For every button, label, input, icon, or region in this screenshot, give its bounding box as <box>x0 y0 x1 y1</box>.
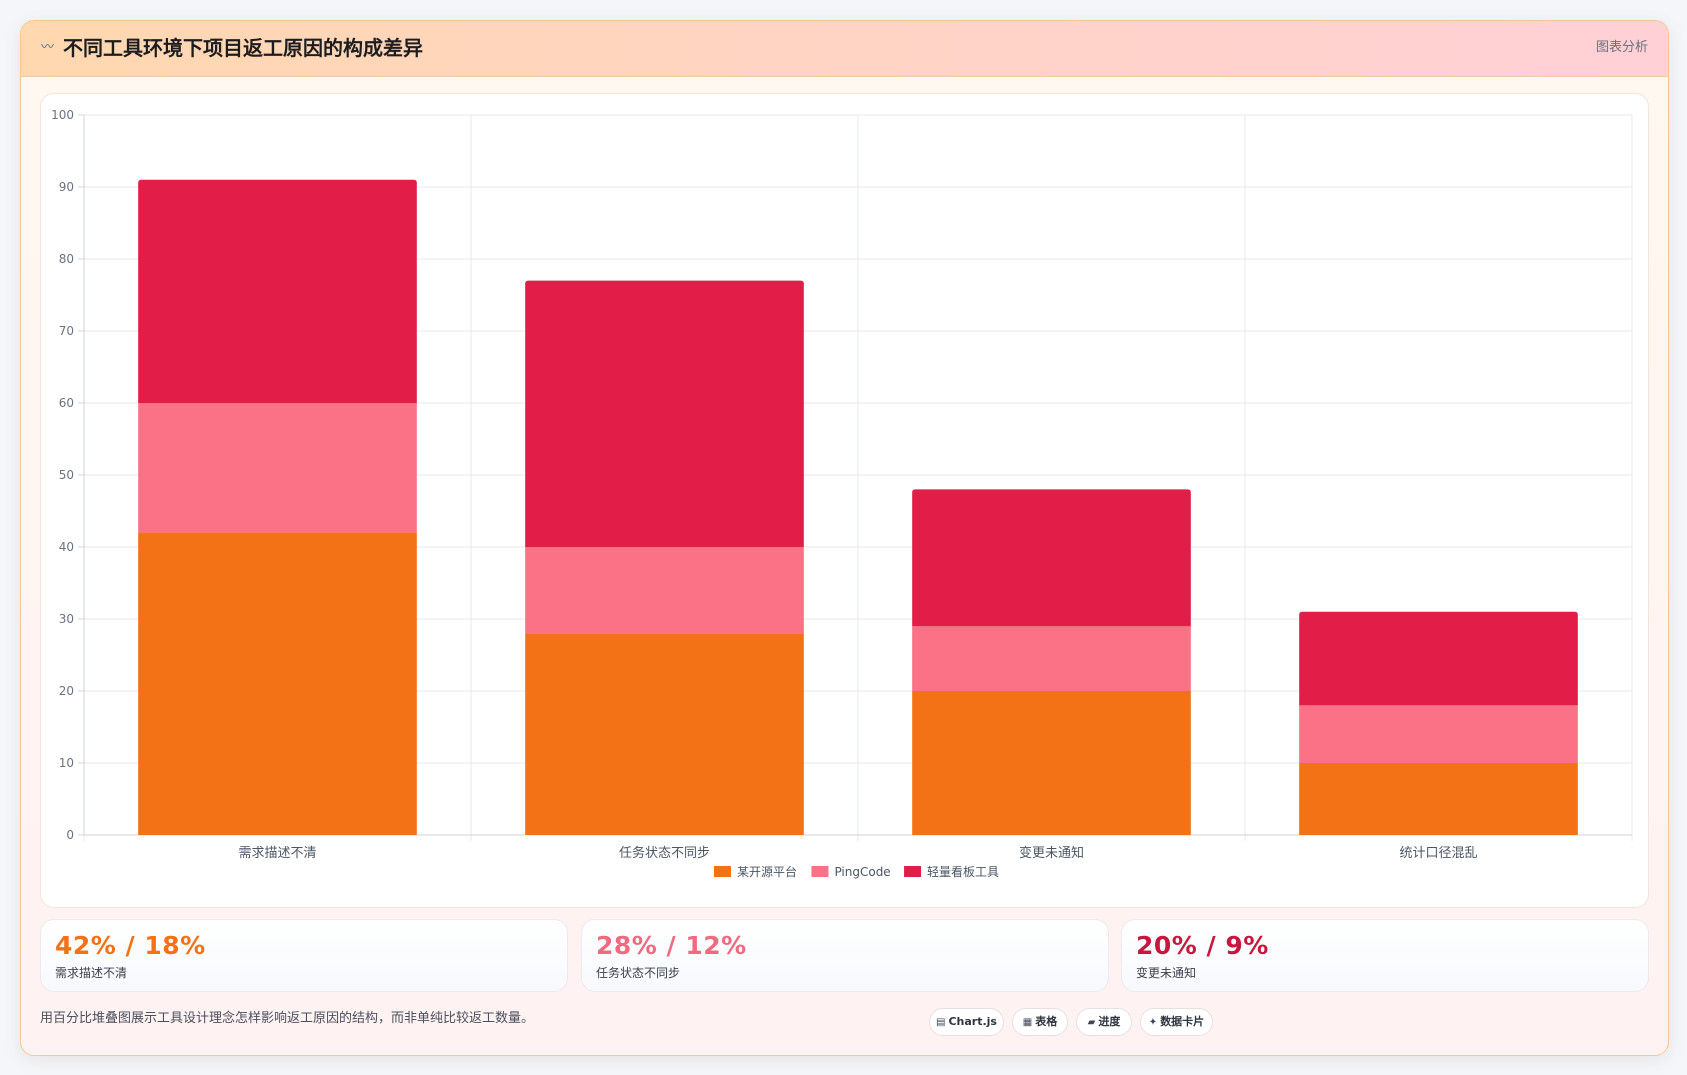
pill-label: 进度 <box>1098 1015 1121 1028</box>
pill-table[interactable]: ▦ 表格 <box>1012 1008 1068 1036</box>
y-tick-label: 100 <box>51 108 74 122</box>
x-tick-label: 统计口径混乱 <box>1399 846 1477 861</box>
y-tick-label: 80 <box>59 252 74 266</box>
bar-segment <box>138 403 417 533</box>
chart-icon: ▤ <box>936 1017 946 1028</box>
legend-swatch <box>713 866 731 877</box>
panel-tag: 图表分析 <box>1595 40 1648 55</box>
bar-segment <box>1299 611 1578 706</box>
wave-icon: 〰 <box>41 40 55 55</box>
chart-card: 0 10 20 30 40 50 60 70 80 90 100 需求描述不清 任务状态不同步 变更未通知… <box>40 93 1649 908</box>
panel-title: 不同工具环境下项目返工原因的构成差异 <box>63 36 423 60</box>
sparkle-icon: ✦ <box>1148 1017 1158 1028</box>
table-icon: ▦ <box>1022 1017 1033 1028</box>
pill-chartjs[interactable]: ▤ Chart.js <box>929 1008 1004 1036</box>
bar-segment <box>912 691 1191 835</box>
pill-label: 表格 <box>1035 1015 1058 1028</box>
bar-segment <box>138 532 417 835</box>
pill-label: Chart.js <box>948 1015 997 1028</box>
y-tick-label: 50 <box>59 468 74 482</box>
x-tick-label: 变更未通知 <box>1019 845 1084 861</box>
legend-label: 轻量看板工具 <box>927 865 999 879</box>
kpi-card-task-sync: 28% / 12% 任务状态不同步 <box>581 919 1109 992</box>
chart-panel: 〰 不同工具环境下项目返工原因的构成差异 图表分析 0 10 20 30 40 50 60 7… <box>20 20 1669 1056</box>
kpi-value: 42% / 18% <box>55 931 206 960</box>
footer-note: 用百分比堆叠图展示工具设计理念怎样影响返工原因的结构，而非单纯比较返工数量。 <box>40 1011 535 1026</box>
bar-segment <box>525 547 804 634</box>
panel-header: 〰 不同工具环境下项目返工原因的构成差异 图表分析 <box>21 21 1668 77</box>
legend-swatch <box>811 866 829 877</box>
pill-label: 数据卡片 <box>1160 1015 1205 1028</box>
y-tick-label: 70 <box>59 324 74 338</box>
y-tick-label: 20 <box>59 684 74 698</box>
legend-label: 某开源平台 <box>737 864 797 879</box>
x-tick-label: 任务状态不同步 <box>619 845 710 861</box>
bar-segment <box>1299 763 1578 835</box>
y-tick-label: 90 <box>59 180 74 194</box>
legend-swatch <box>904 866 922 877</box>
y-tick-label: 0 <box>66 828 74 842</box>
pill-progress[interactable]: ▰ 进度 <box>1076 1008 1132 1036</box>
y-tick-label: 10 <box>59 756 74 770</box>
bar-segment <box>1299 705 1578 763</box>
kpi-card-change-notice: 20% / 9% 变更未通知 <box>1121 919 1649 992</box>
progress-icon: ▰ <box>1087 1017 1096 1028</box>
y-tick-label: 40 <box>59 540 74 554</box>
y-tick-label: 30 <box>59 612 74 626</box>
bar-segment <box>525 633 804 835</box>
kpi-label: 任务状态不同步 <box>596 966 681 980</box>
bar-segment <box>912 489 1191 627</box>
kpi-value: 20% / 9% <box>1136 931 1269 960</box>
kpi-label: 变更未通知 <box>1136 966 1197 980</box>
kpi-label: 需求描述不清 <box>55 966 128 980</box>
kpi-value: 28% / 12% <box>596 931 747 960</box>
legend-label: PingCode <box>834 865 890 879</box>
bar-segment <box>138 179 417 403</box>
bar-segment <box>525 280 804 547</box>
y-tick-label: 60 <box>59 396 74 410</box>
kpi-card-requirements: 42% / 18% 需求描述不清 <box>40 919 568 992</box>
stacked-bar-chart: 0 10 20 30 40 50 60 70 80 90 100 需求描述不清 任务状态不同步 变更未通知… <box>51 108 1633 879</box>
bar-segment <box>912 626 1191 691</box>
pill-data-card[interactable]: ✦ 数据卡片 <box>1140 1008 1213 1036</box>
x-tick-label: 需求描述不清 <box>238 846 316 861</box>
